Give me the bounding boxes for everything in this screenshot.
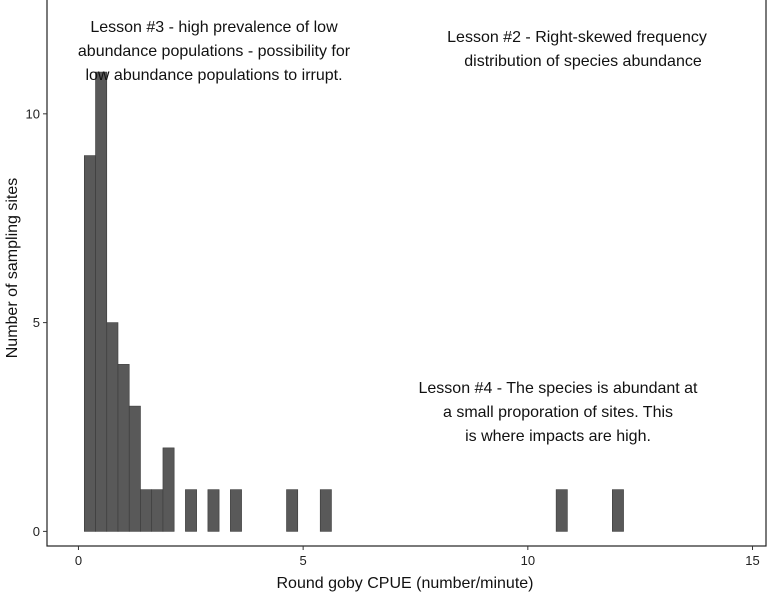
x-tick-label: 10 [521, 553, 535, 568]
annotation-line: Lesson #3 - high prevalence of low [90, 19, 338, 36]
annotation-line: Lesson #2 - Right-skewed frequency [447, 29, 707, 46]
histogram-bar [555, 489, 568, 532]
histogram-bar [207, 489, 220, 532]
histogram-bar [286, 489, 299, 532]
x-tick-label: 15 [745, 553, 759, 568]
annotation-line: a small proporation of sites. This [443, 404, 673, 421]
histogram-bar [162, 447, 175, 532]
annotation-line: low abundance populations to irrupt. [85, 67, 342, 84]
annotation-lesson-4: Lesson #4 - The species is abundant at a… [419, 380, 699, 445]
histogram-bar [117, 364, 130, 532]
histogram-bar [140, 489, 153, 532]
histogram-bars [83, 71, 624, 532]
annotation-line: distribution of species abundance [464, 53, 702, 70]
annotation-lesson-2: Lesson #2 - Right-skewed frequency distr… [447, 29, 707, 70]
histogram-bar [230, 489, 242, 532]
x-axis-title: Round goby CPUE (number/minute) [276, 575, 533, 592]
annotation-line: Lesson #4 - The species is abundant at [419, 380, 699, 397]
annotation-lesson-3: Lesson #3 - high prevalence of low abund… [78, 19, 351, 84]
x-tick-label: 0 [75, 553, 82, 568]
histogram-bar [612, 489, 624, 532]
y-tick-label: 5 [33, 315, 40, 330]
y-tick-label: 10 [26, 106, 40, 121]
histogram-bar [319, 489, 332, 532]
histogram-bar [128, 405, 141, 532]
annotation-line: abundance populations - possibility for [78, 43, 351, 60]
x-axis: 0 5 10 15 [75, 546, 760, 568]
plot-panel-border [46, 0, 767, 547]
annotation-line: is where impacts are high. [465, 428, 651, 445]
y-axis: 0 5 10 [26, 106, 47, 539]
histogram-bar [151, 489, 164, 532]
histogram-bar [185, 489, 197, 532]
histogram-bar [95, 71, 108, 532]
y-axis-title: Number of sampling sites [4, 178, 21, 359]
histogram-bar [83, 155, 96, 532]
histogram-bar [106, 322, 119, 532]
y-tick-label: 0 [33, 524, 40, 539]
x-tick-label: 5 [300, 553, 307, 568]
